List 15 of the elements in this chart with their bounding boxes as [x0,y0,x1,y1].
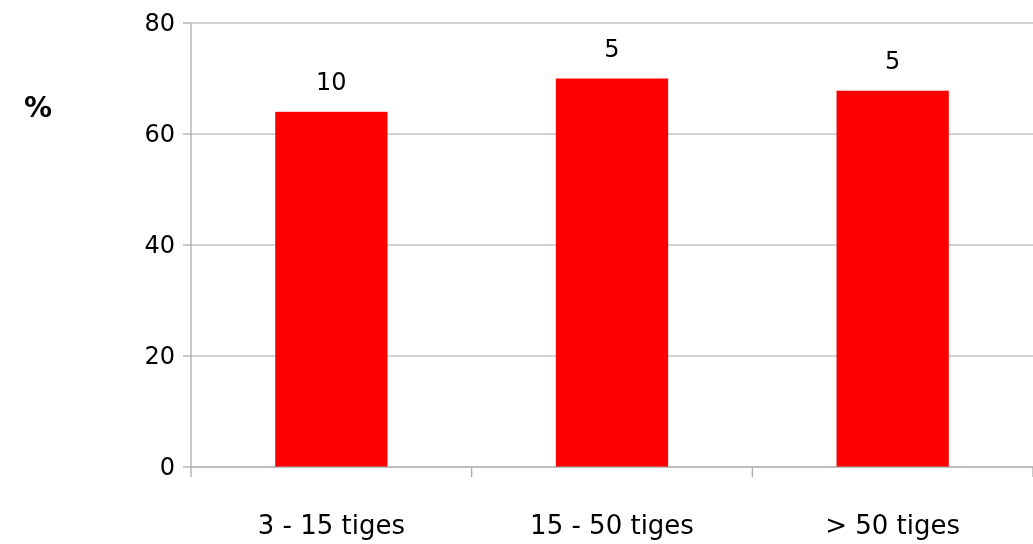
x-tick-label: 3 - 15 tiges [257,510,405,540]
x-tick-label: 15 - 50 tiges [530,510,694,540]
bar [275,111,388,467]
y-tick-label: 20 [144,342,175,371]
bar [836,90,949,467]
bar [555,78,669,467]
y-tick-label: 40 [144,231,175,260]
y-tick-label: 60 [144,120,175,149]
y-tick-label: 0 [159,453,175,482]
annotation: 5 [604,34,620,63]
annotation: 10 [316,67,347,96]
x-tick-label: > 50 tiges [825,510,961,540]
y-axis-title: % [23,90,53,124]
y-tick-label: 80 [144,9,175,38]
annotation: 5 [885,46,901,75]
